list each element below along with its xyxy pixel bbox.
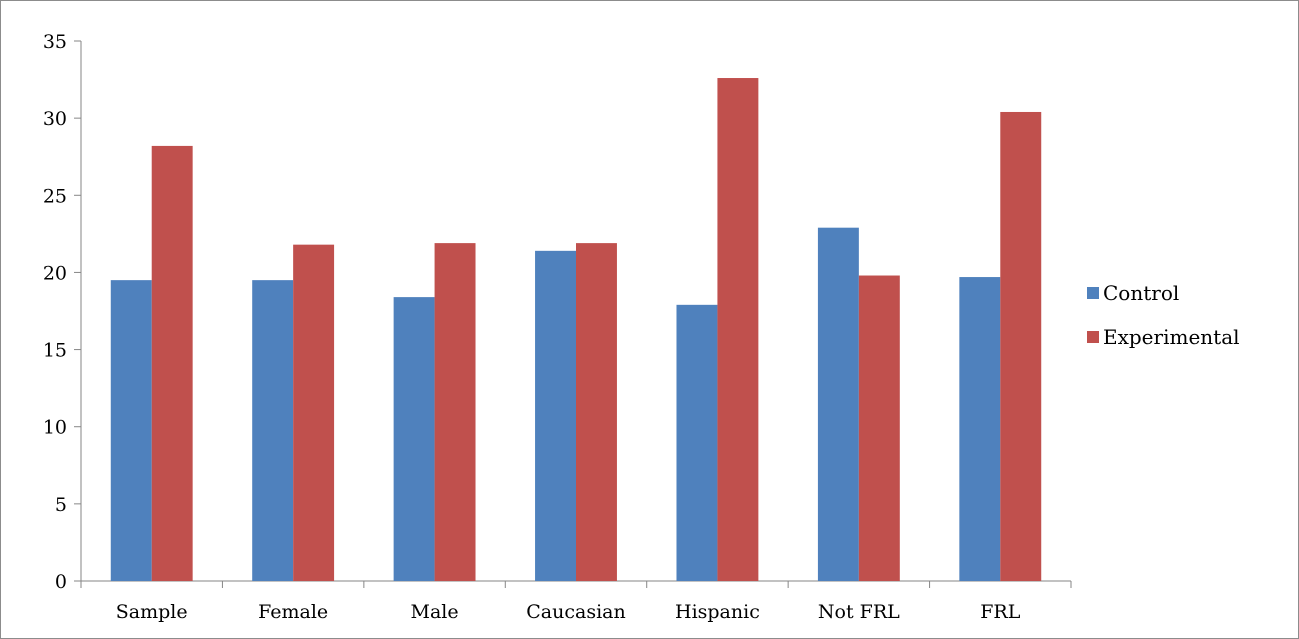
bar-control-not-frl: [817, 227, 859, 581]
y-tick-label: 30: [43, 108, 67, 130]
bar-experimental-sample: [151, 145, 193, 581]
x-tick-label: Male: [411, 601, 459, 623]
bar-experimental-not-frl: [858, 275, 900, 581]
y-tick-label: 25: [43, 185, 67, 207]
y-axis: 0 5 10 15 20 25 30 35: [43, 31, 82, 593]
x-tick-label: Caucasian: [526, 601, 625, 623]
y-tick-label: 35: [43, 31, 67, 53]
bar-experimental-caucasian: [576, 243, 617, 581]
bar-experimental-male: [434, 243, 476, 581]
bar-experimental-female: [293, 244, 335, 581]
x-axis: Sample Female Male Caucasian Hispanic Not FRL…: [80, 580, 1072, 623]
y-tick-label: 15: [43, 340, 67, 362]
bar-control-male: [393, 297, 435, 581]
y-tick-label: 0: [55, 571, 67, 593]
bar-control-female: [252, 280, 294, 581]
y-tick-label: 20: [43, 262, 67, 284]
bar-control-caucasian: [535, 250, 576, 582]
legend: Control Experimental: [1087, 281, 1240, 349]
bar-control-hispanic: [676, 304, 718, 581]
legend-label-control: Control: [1103, 281, 1179, 305]
bar-experimental-hispanic: [717, 78, 759, 582]
legend-swatch-experimental: [1087, 331, 1099, 343]
bar-control-sample: [110, 280, 152, 581]
legend-swatch-control: [1087, 287, 1099, 299]
x-tick-label: FRL: [980, 601, 1020, 623]
x-tick-label: Not FRL: [818, 601, 900, 623]
x-tick-label: Sample: [116, 601, 188, 623]
y-tick-label: 10: [43, 417, 67, 439]
x-tick-label: Hispanic: [675, 601, 760, 623]
legend-label-experimental: Experimental: [1103, 325, 1240, 349]
bar-experimental-frl: [1000, 111, 1042, 581]
x-tick-label: Female: [258, 601, 328, 623]
bars: [110, 78, 1042, 582]
y-tick-label: 5: [55, 494, 67, 516]
bar-control-frl: [959, 277, 1001, 581]
